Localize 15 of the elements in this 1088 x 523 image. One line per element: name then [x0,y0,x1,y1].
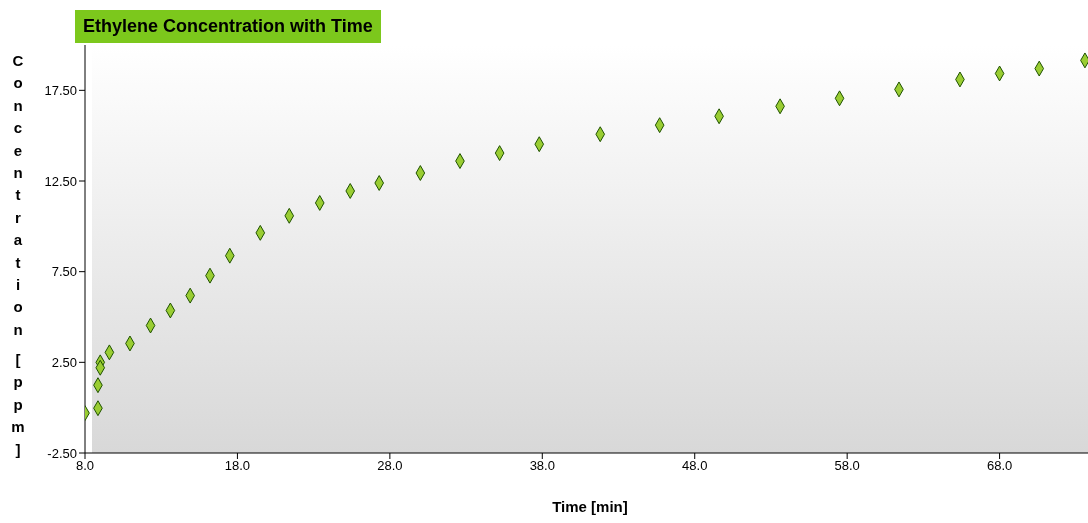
x-tick-label: 18.0 [224,458,251,474]
y-tick-label: 12.50 [44,173,77,189]
x-tick-label: 68.0 [986,458,1013,474]
x-axis-title: Time [min] [551,498,629,515]
y-tick-label: 2.50 [51,354,77,370]
x-tick-label: 58.0 [834,458,860,474]
chart-title: Ethylene Concentration with Time [75,10,381,43]
x-tick-label: 28.0 [377,458,403,474]
y-tick-label: 17.50 [44,82,77,98]
x-tick-label: 38.0 [529,458,555,474]
y-tick-label: 7.50 [51,264,77,280]
x-tick-label: 8.0 [75,458,95,474]
x-tick-label: 48.0 [682,458,708,474]
y-tick-label: -2.50 [47,445,77,461]
text: Concentration [ppm] [11,52,25,458]
